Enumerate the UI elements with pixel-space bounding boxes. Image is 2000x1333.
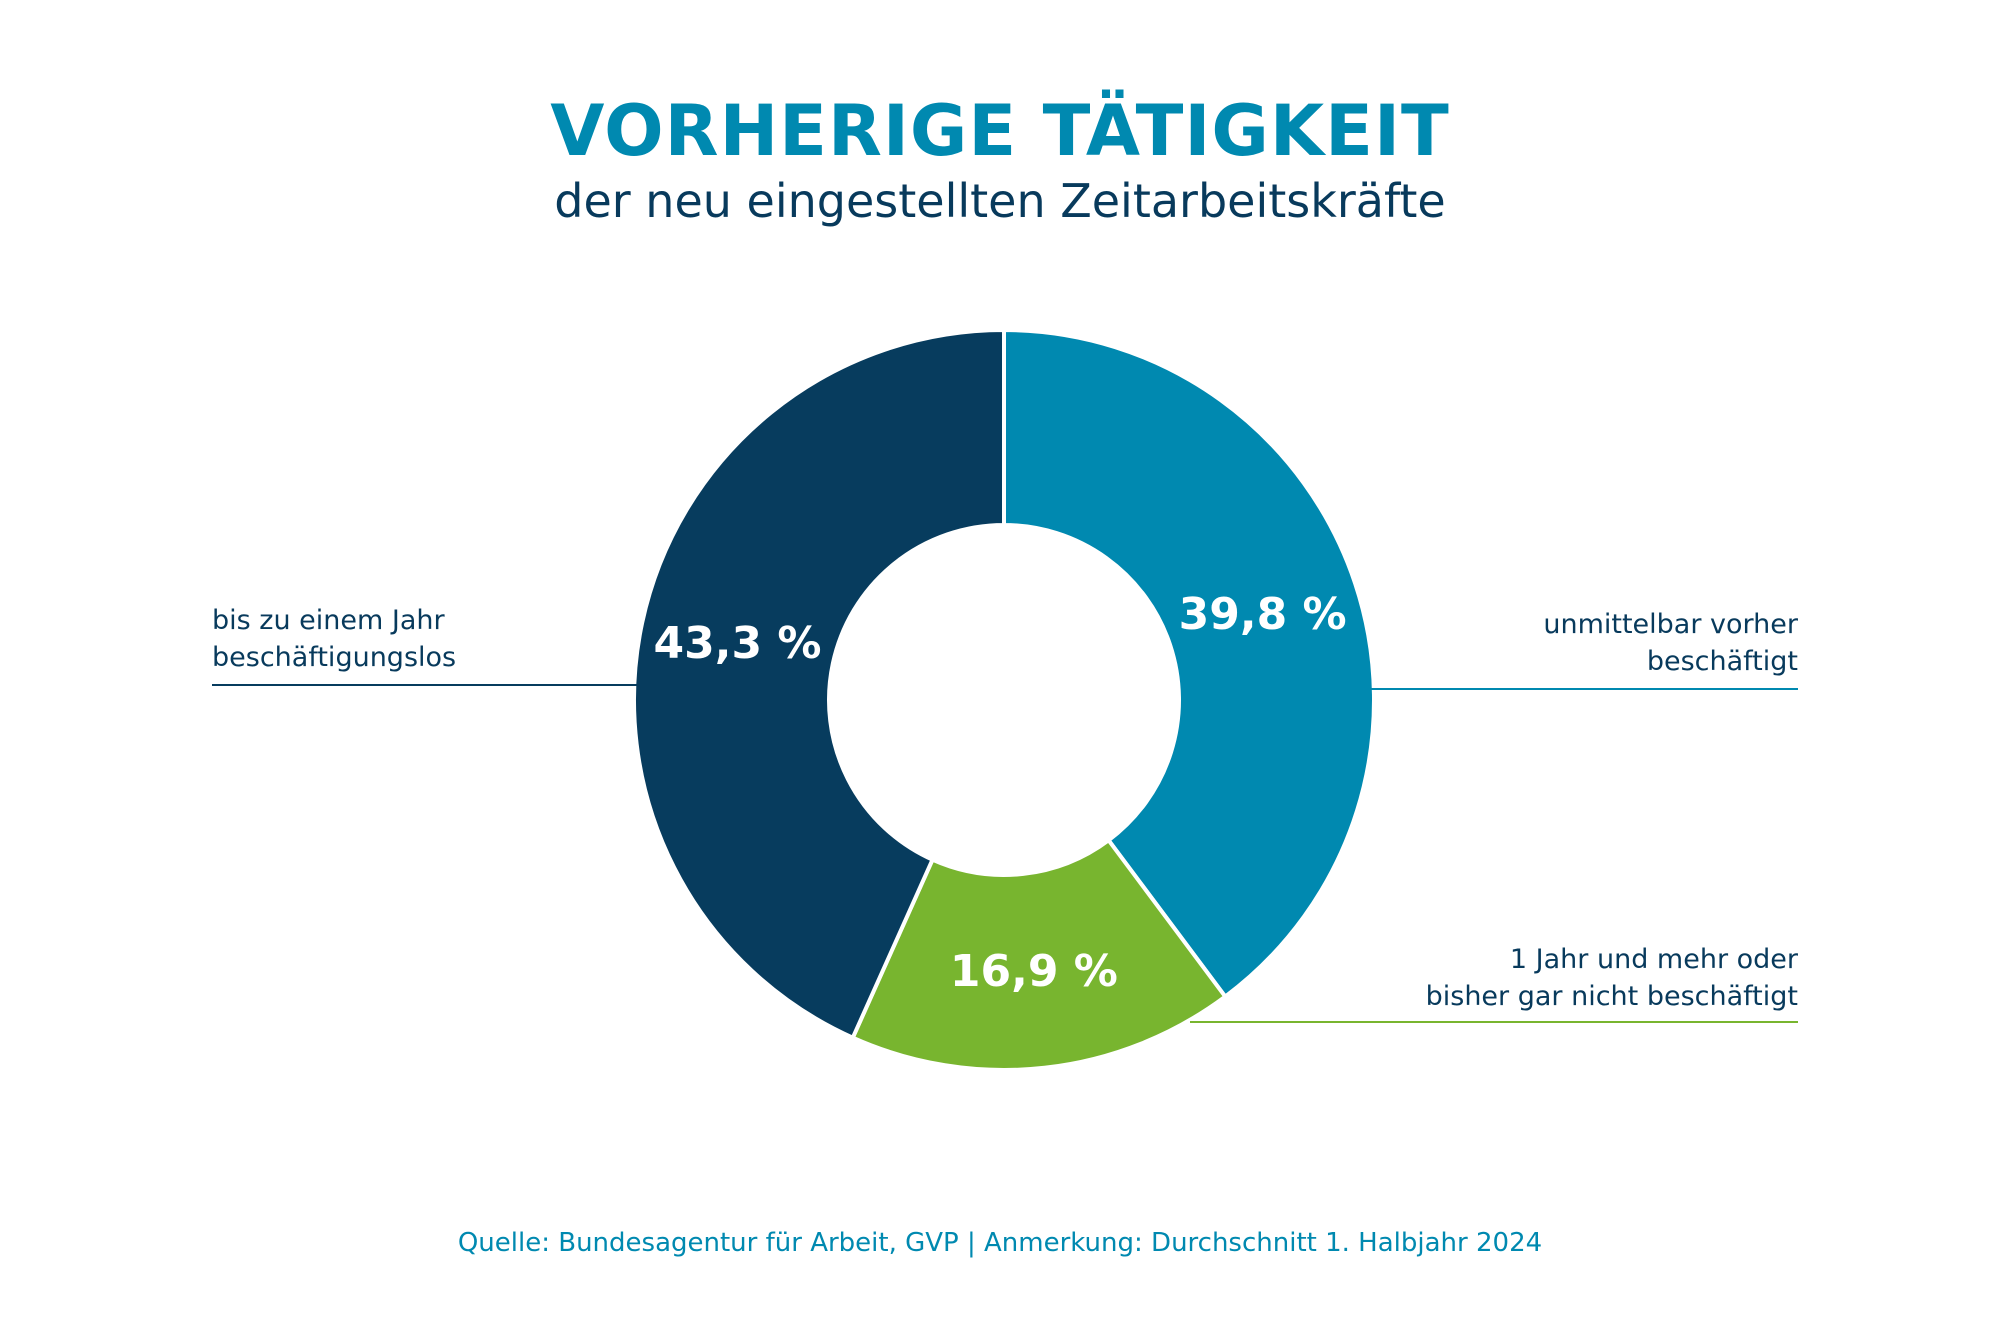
donut-slice-1 [1002,327,1376,1000]
chart-subtitle: der neu eingestellten Zeitarbeitskräfte [554,174,1446,228]
slice-category-label-2-line-1: 1 Jahr und mehr oder [1510,944,1799,975]
source-note: Quelle: Bundesagentur für Arbeit, GVP | … [457,1228,1543,1258]
donut-slice-2 [850,837,1229,1072]
slice-category-label-3-line-1: bis zu einem Jahr [212,605,445,636]
donut-slice-3 [632,327,1006,1041]
slice-value-label-3: 43,3 % [654,618,822,669]
slice-category-label-3-line-2: beschäftigungslos [212,642,456,673]
slice-category-label-1-line-2: beschäftigt [1647,646,1798,677]
slice-category-label-1-line-1: unmittelbar vorher [1543,609,1799,640]
chart-title: VORHERIGE TÄTIGKEIT [550,90,1450,172]
slice-value-label-2: 16,9 % [950,946,1118,997]
slice-value-label-1: 39,8 % [1179,589,1347,640]
slice-category-label-2-line-2: bisher gar nicht beschäftigt [1426,981,1798,1012]
